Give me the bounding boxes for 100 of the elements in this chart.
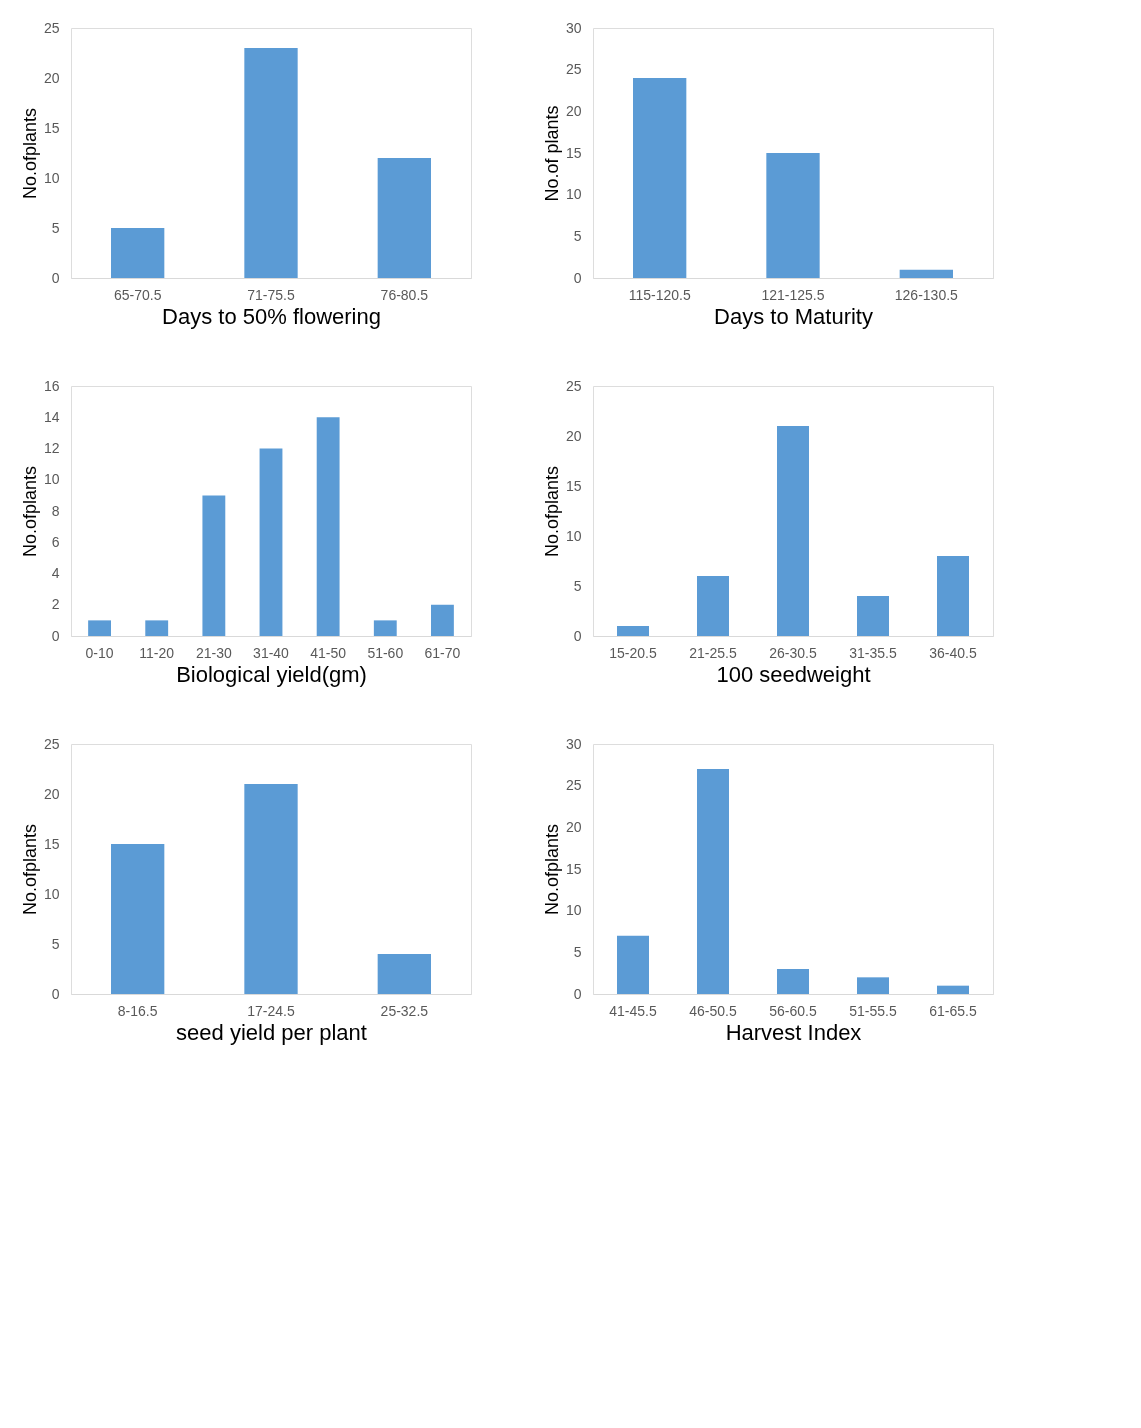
bar: [857, 596, 889, 636]
bar: [244, 784, 298, 994]
x-tick-label: 56-60.5: [769, 1002, 817, 1019]
x-axis-title: 100 seedweight: [716, 661, 871, 687]
bar: [697, 576, 729, 636]
bar: [766, 153, 820, 278]
y-tick-label: 20: [43, 69, 60, 86]
y-tick-label: 20: [565, 818, 582, 835]
y-tick-label: 10: [43, 169, 60, 186]
y-tick-label: 4: [51, 565, 60, 581]
bar: [697, 769, 729, 994]
y-tick-label: 25: [565, 61, 582, 78]
x-tick-label: 17-24.5: [247, 1002, 295, 1019]
x-tick-label: 26-30.5: [769, 644, 817, 661]
y-tick-label: 5: [573, 577, 582, 594]
y-tick-label: 0: [573, 627, 582, 644]
x-tick-label: 31-40: [253, 644, 290, 661]
bar: [431, 604, 454, 636]
y-tick-label: 0: [51, 627, 60, 644]
x-tick-label: 51-55.5: [849, 1002, 897, 1019]
x-axis-title: Days to Maturity: [714, 303, 873, 329]
bar: [259, 448, 283, 636]
x-tick-label: 121-125.5: [761, 286, 825, 303]
y-tick-label: 5: [51, 219, 60, 236]
bar: [88, 620, 111, 636]
y-tick-label: 20: [43, 785, 60, 802]
y-tick-label: 10: [565, 902, 582, 919]
y-axis-title: No.ofplants: [19, 107, 40, 200]
bar: [244, 48, 298, 278]
y-tick-label: 15: [43, 835, 60, 852]
bar: [377, 954, 431, 994]
x-axis-title: Days to 50% flowering: [162, 303, 381, 329]
bar: [857, 977, 889, 994]
x-tick-label: 51-60: [367, 644, 404, 661]
x-tick-label: 8-16.5: [117, 1002, 158, 1019]
y-tick-label: 0: [51, 269, 60, 286]
y-tick-label: 5: [573, 943, 582, 960]
x-tick-label: 21-25.5: [689, 644, 737, 661]
bar: [777, 426, 809, 636]
y-tick-label: 16: [43, 377, 60, 394]
y-tick-label: 0: [573, 985, 582, 1002]
x-tick-label: 11-20: [139, 644, 175, 661]
bar: [316, 417, 340, 636]
y-tick-label: 2: [51, 596, 60, 613]
x-tick-label: 41-45.5: [609, 1002, 657, 1019]
y-tick-label: 5: [573, 227, 582, 244]
y-tick-label: 0: [51, 985, 60, 1002]
y-tick-label: 30: [565, 19, 582, 36]
x-tick-label: 65-70.5: [113, 286, 162, 303]
x-tick-label: 115-120.5: [628, 286, 691, 303]
bar: [145, 620, 169, 636]
bar: [377, 158, 431, 278]
y-tick-label: 25: [43, 19, 60, 36]
x-tick-label: 71-75.5: [247, 286, 295, 303]
bar: [633, 78, 687, 278]
y-axis-title: No.ofplants: [541, 823, 562, 916]
x-tick-label: 25-32.5: [380, 1002, 429, 1019]
x-tick-label: 61-70: [424, 644, 461, 661]
x-tick-label: 46-50.5: [689, 1002, 737, 1019]
y-tick-label: 0: [573, 269, 582, 286]
x-tick-label: 15-20.5: [609, 644, 657, 661]
x-axis-title: Biological yield(gm): [176, 661, 367, 687]
x-tick-label: 76-80.5: [380, 286, 429, 303]
y-tick-label: 25: [565, 377, 582, 394]
x-tick-label: 0-10: [85, 644, 114, 661]
bar: [937, 556, 969, 636]
y-tick-label: 10: [565, 527, 582, 544]
x-tick-label: 61-65.5: [929, 1002, 977, 1019]
y-axis-title: No.ofplants: [19, 465, 40, 558]
y-tick-label: 8: [51, 502, 60, 519]
x-tick-label: 41-50: [310, 644, 347, 661]
bar: [373, 620, 397, 636]
x-tick-label: 21-30: [195, 644, 232, 661]
bar: [937, 985, 969, 994]
bar: [899, 269, 953, 278]
bar: [111, 844, 165, 994]
bar: [617, 626, 649, 636]
y-tick-label: 15: [565, 477, 582, 494]
y-tick-label: 20: [565, 102, 582, 119]
x-axis-title: seed yield per plant: [176, 1019, 367, 1045]
y-tick-label: 14: [43, 408, 60, 425]
y-axis-title: No.ofplants: [19, 823, 40, 916]
x-axis-title: Harvest Index: [725, 1019, 862, 1045]
y-axis-title: No.ofplants: [541, 465, 562, 558]
y-tick-label: 20: [565, 427, 582, 444]
y-tick-label: 25: [565, 777, 582, 794]
x-tick-label: 36-40.5: [929, 644, 977, 661]
bar: [111, 228, 165, 278]
bar: [777, 969, 809, 994]
x-tick-label: 126-130.5: [894, 286, 959, 303]
y-tick-label: 10: [43, 885, 60, 902]
y-tick-label: 5: [51, 935, 60, 952]
bar: [617, 935, 649, 994]
y-tick-label: 25: [43, 735, 60, 752]
y-tick-label: 30: [565, 735, 582, 752]
y-tick-label: 12: [43, 440, 60, 456]
y-tick-label: 15: [43, 119, 60, 136]
bar: [202, 495, 226, 636]
y-axis-title: No.of plants: [541, 105, 562, 202]
y-tick-label: 10: [43, 471, 60, 488]
